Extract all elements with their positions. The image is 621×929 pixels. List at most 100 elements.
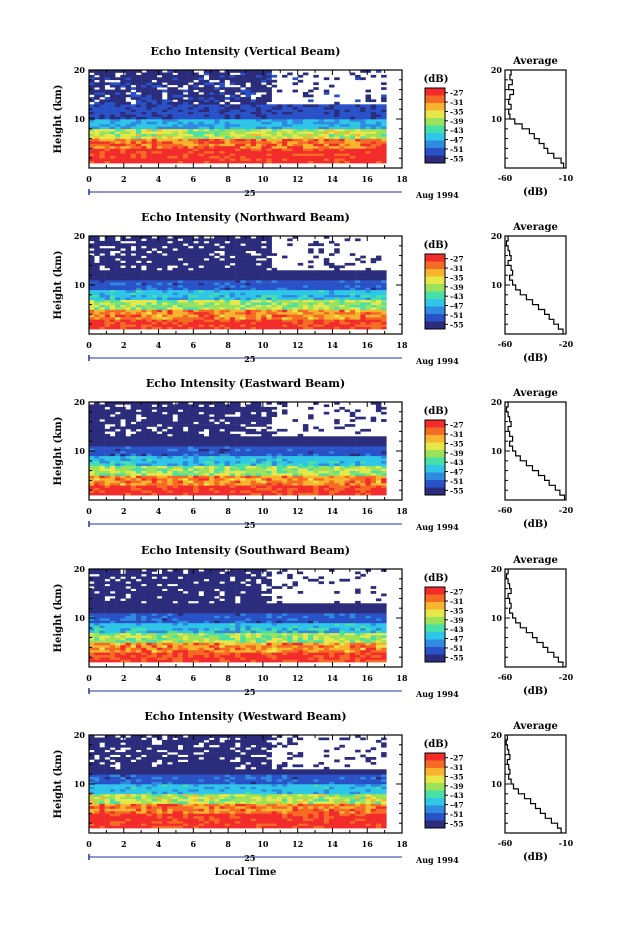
- heatmap-cell: [151, 116, 158, 120]
- heatmap-cell: [224, 77, 231, 81]
- heatmap-cell: [167, 473, 173, 476]
- heatmap-cell: [177, 311, 184, 315]
- heatmap-cell: [235, 109, 241, 112]
- heatmap-cell: [219, 248, 225, 251]
- heatmap-cell: [104, 475, 111, 479]
- heatmap-cell: [209, 87, 215, 90]
- heatmap-cell: [172, 243, 178, 247]
- heatmap-cell: [135, 238, 142, 242]
- heatmap-cell: [235, 277, 241, 281]
- heatmap-cell: [214, 238, 220, 242]
- heatmap-cell: [339, 480, 345, 484]
- heatmap-cell: [229, 236, 236, 239]
- heatmap-cell: [135, 126, 142, 130]
- heatmap-cell: [365, 302, 371, 305]
- heatmap-cell: [318, 448, 324, 452]
- heatmap-cell: [182, 475, 189, 479]
- heatmap-cell: [329, 485, 335, 488]
- heatmap-cell: [229, 280, 236, 283]
- heatmap-cell: [261, 465, 267, 469]
- heatmap-cell: [292, 314, 298, 318]
- heatmap-cell: [115, 116, 121, 120]
- heatmap-cell: [104, 138, 111, 142]
- heatmap-cell: [198, 482, 204, 486]
- heatmap-cell: [109, 143, 116, 147]
- heatmap-cell: [104, 468, 111, 471]
- heatmap-cell: [162, 451, 168, 454]
- heatmap-cell: [135, 282, 142, 286]
- heatmap-cell: [266, 311, 272, 315]
- heatmap-cell: [313, 453, 319, 457]
- heatmap-cell: [130, 480, 137, 484]
- heatmap-cell: [188, 299, 194, 303]
- heatmap-cell: [365, 160, 371, 164]
- heatmap-cell: [365, 272, 371, 276]
- heatmap-cell: [224, 487, 231, 491]
- heatmap-cell: [162, 458, 168, 462]
- heatmap-cell: [94, 309, 100, 313]
- heatmap-cell: [135, 79, 142, 83]
- heatmap-cell: [334, 250, 340, 254]
- heatmap-cell: [355, 326, 361, 330]
- heatmap-cell: [349, 302, 356, 305]
- heatmap-cell: [224, 260, 231, 264]
- heatmap-cell: [276, 477, 283, 481]
- heatmap-cell: [313, 158, 319, 161]
- heatmap-cell: [235, 287, 241, 291]
- heatmap-cell: [203, 275, 210, 278]
- heatmap-cell: [229, 245, 236, 249]
- heatmap-cell: [172, 109, 178, 112]
- heatmap-cell: [224, 319, 231, 322]
- heatmap-cell: [313, 316, 319, 320]
- heatmap-cell: [146, 299, 152, 303]
- heatmap-cell: [329, 287, 335, 291]
- heatmap-cell: [177, 446, 184, 449]
- heatmap-cell: [323, 311, 330, 315]
- heatmap-cell: [115, 133, 121, 137]
- heatmap-cell: [209, 109, 215, 112]
- heatmap-cell: [282, 160, 288, 164]
- heatmap-cell: [271, 314, 278, 318]
- heatmap-cell: [151, 326, 158, 330]
- heatmap-cell: [266, 490, 272, 493]
- heatmap-cell: [229, 121, 236, 125]
- heatmap-cell: [240, 309, 246, 313]
- heatmap-cell: [104, 492, 111, 496]
- heatmap-cell: [318, 324, 324, 327]
- heatmap-cell: [282, 468, 288, 471]
- heatmap-cell: [99, 138, 105, 142]
- heatmap-cell: [94, 316, 100, 320]
- heatmap-cell: [292, 311, 298, 315]
- heatmap-cell: [255, 70, 262, 73]
- heatmap-cell: [188, 111, 194, 115]
- heatmap-cell: [130, 485, 137, 488]
- heatmap-cell: [235, 126, 241, 130]
- heatmap-cell: [177, 109, 184, 112]
- heatmap-cell: [141, 160, 147, 164]
- heatmap-cell: [318, 453, 324, 457]
- heatmap-cell: [339, 458, 345, 462]
- heatmap-cell: [344, 238, 351, 242]
- heatmap-cell: [219, 255, 225, 259]
- heatmap-cell: [193, 280, 199, 283]
- heatmap-cell: [156, 292, 163, 296]
- heatmap-cell: [339, 297, 345, 300]
- heatmap-cell: [125, 468, 131, 471]
- heatmap-cell: [344, 109, 351, 112]
- heatmap-cell: [99, 316, 105, 320]
- average-x-tick-label: -10: [559, 173, 574, 183]
- heatmap-cell: [308, 465, 314, 469]
- heatmap-cell: [365, 116, 371, 120]
- heatmap-cell: [188, 106, 194, 110]
- heatmap-cell: [94, 277, 100, 281]
- heatmap-cell: [182, 490, 189, 493]
- heatmap-cell: [120, 111, 126, 115]
- heatmap-cell: [370, 289, 377, 293]
- heatmap-cell: [167, 72, 173, 76]
- heatmap-cell: [375, 468, 382, 471]
- heatmap-cell: [104, 458, 111, 462]
- heatmap-cell: [162, 143, 168, 147]
- heatmap-cell: [146, 463, 152, 466]
- heatmap-cell: [219, 150, 225, 154]
- heatmap-cell: [224, 324, 231, 327]
